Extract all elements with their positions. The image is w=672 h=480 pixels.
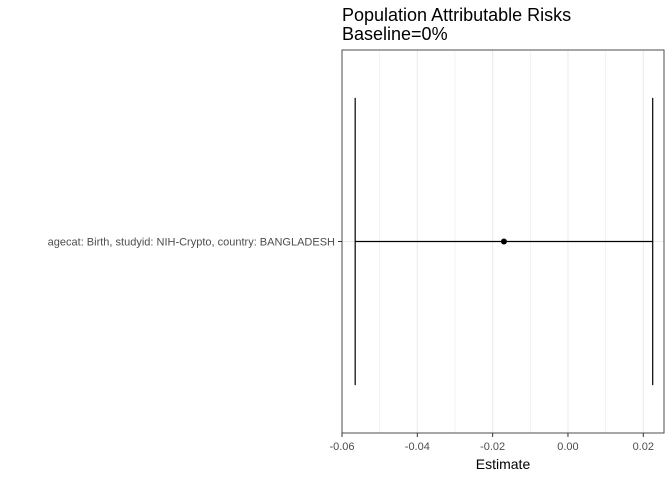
x-tick-label: -0.06 xyxy=(329,441,354,453)
data-marks xyxy=(354,97,654,386)
x-tick-label: 0.02 xyxy=(633,441,654,453)
x-axis-title: Estimate xyxy=(476,456,531,472)
x-tick-label: -0.04 xyxy=(405,441,430,453)
x-tick-label: 0.00 xyxy=(557,441,578,453)
panel xyxy=(341,49,665,434)
x-axis: -0.06 -0.04 -0.02 0.00 0.02 xyxy=(329,433,654,453)
estimate-point xyxy=(500,238,507,245)
category-label: agecat: Birth, studyid: NIH-Crypto, coun… xyxy=(48,237,335,249)
chart-title: Population Attributable Risks xyxy=(342,5,571,25)
y-axis: agecat: Birth, studyid: NIH-Crypto, coun… xyxy=(48,237,342,249)
chart-subtitle: Baseline=0% xyxy=(342,24,448,44)
x-tick-label: -0.02 xyxy=(480,441,505,453)
